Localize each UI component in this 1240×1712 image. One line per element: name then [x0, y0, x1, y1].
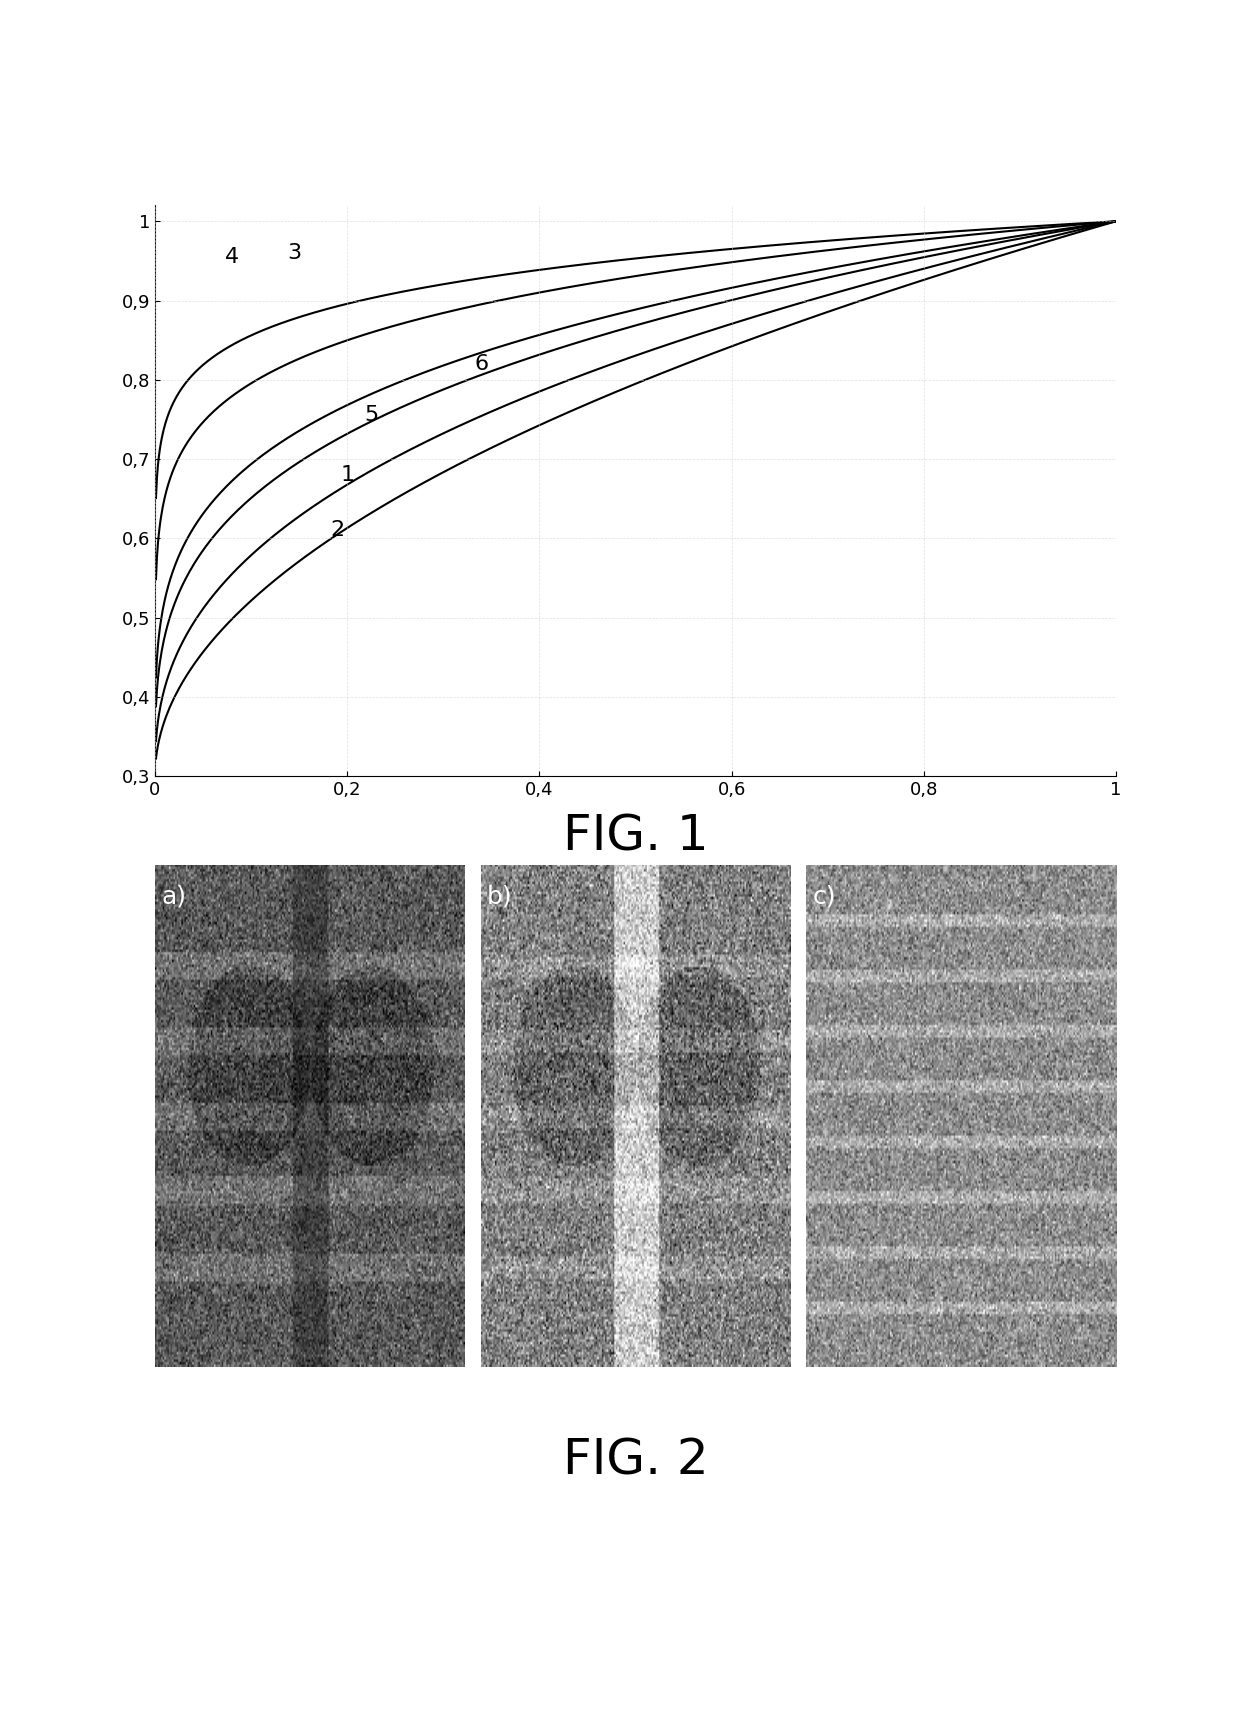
Text: 3: 3	[288, 243, 301, 264]
Text: c): c)	[812, 885, 836, 909]
Text: 2: 2	[331, 520, 345, 541]
Text: 6: 6	[475, 354, 489, 373]
Text: FIG. 1: FIG. 1	[563, 811, 708, 859]
Text: FIG. 2: FIG. 2	[563, 1436, 708, 1484]
Text: b): b)	[486, 885, 512, 909]
Text: a): a)	[161, 885, 186, 909]
Text: 5: 5	[365, 406, 378, 426]
Text: 4: 4	[224, 247, 239, 267]
Text: 1: 1	[340, 466, 355, 484]
